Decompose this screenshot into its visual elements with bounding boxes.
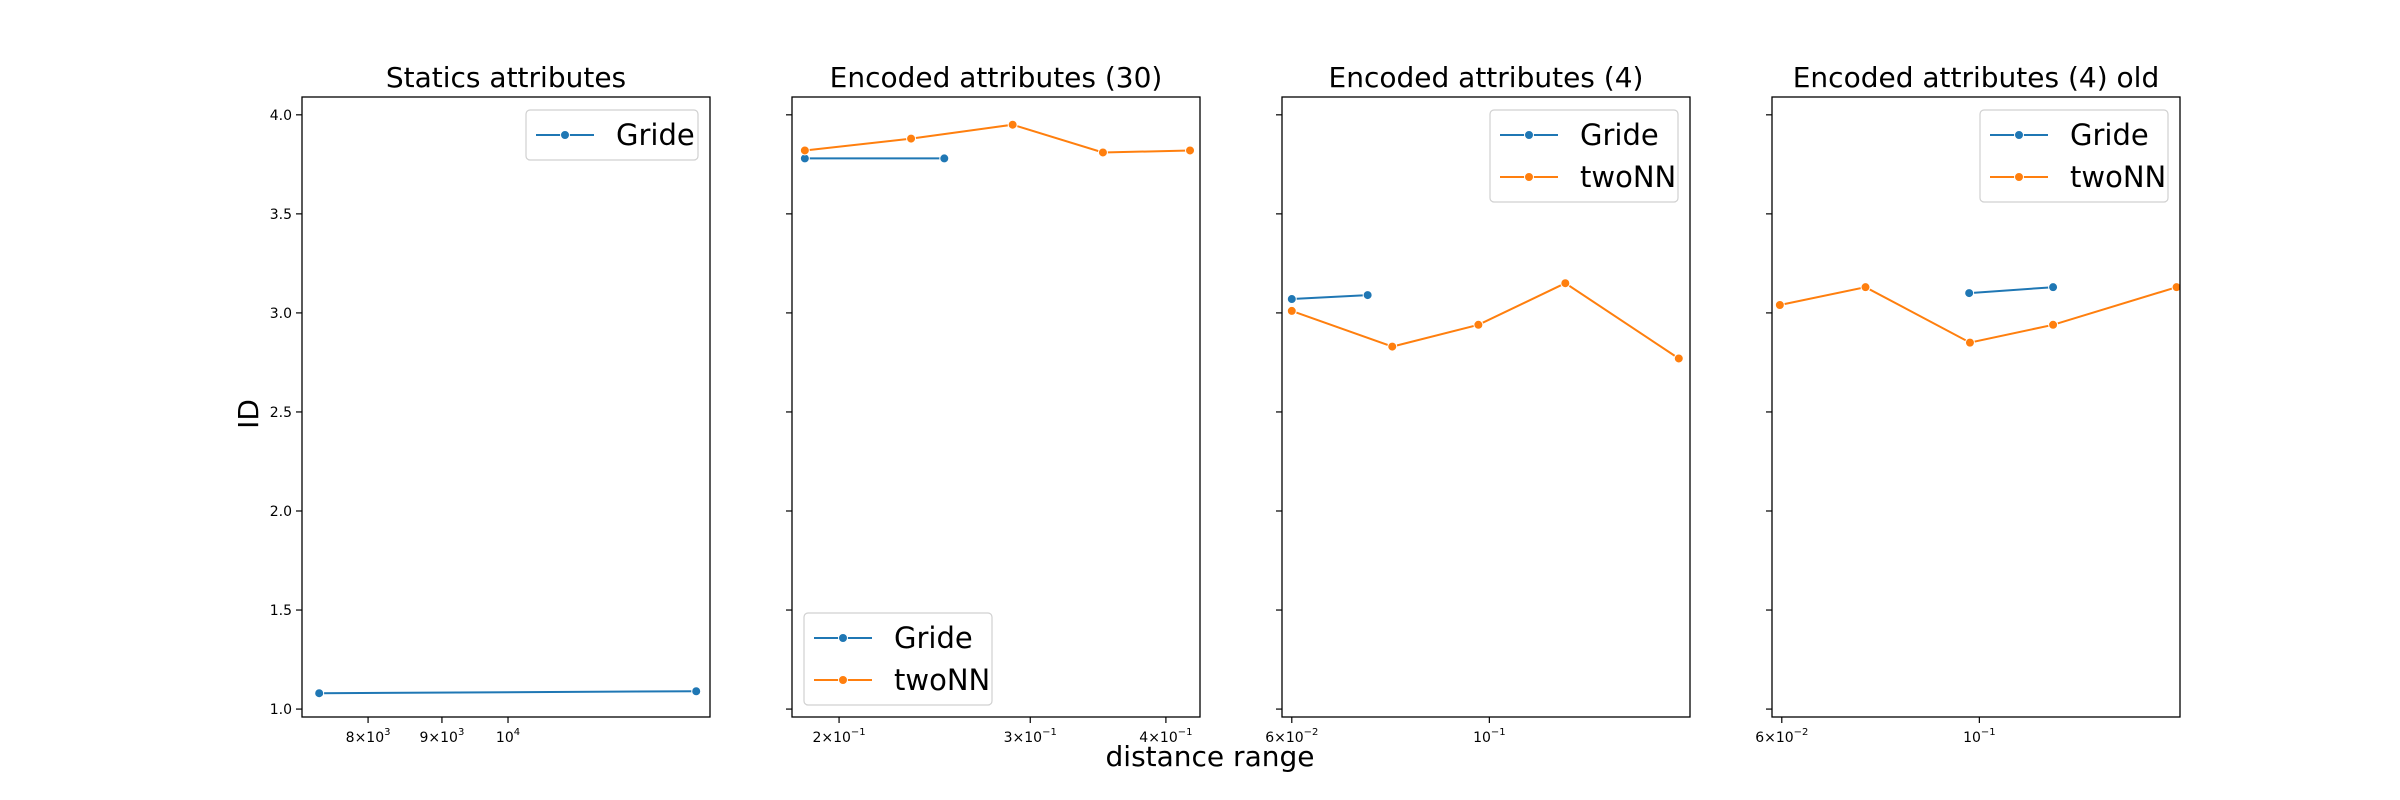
- data-point-twoNN: [1007, 119, 1018, 130]
- panel-title: Encoded attributes (4): [1329, 61, 1644, 94]
- x-tick-label: 6×10−2: [1755, 727, 1808, 746]
- axes-frame: [301, 96, 711, 718]
- data-point-twoNN: [906, 133, 917, 144]
- y-tick-label: 2.5: [270, 405, 292, 421]
- legend: Gride twoNN: [1489, 109, 1679, 203]
- figure-ylabel: ID: [232, 399, 265, 429]
- x-tick-label: 9×103: [420, 727, 465, 746]
- legend-box: [803, 612, 993, 706]
- legend: Gride twoNN: [1979, 109, 2169, 203]
- legend-marker-twoNN: [2014, 172, 2024, 182]
- y-tick-label: 4.0: [270, 108, 292, 124]
- legend: Gride twoNN: [803, 612, 993, 706]
- legend-box: [525, 109, 699, 161]
- series-line-Gride: [1969, 286, 2054, 295]
- legend-marker-Gride: [838, 633, 848, 643]
- y-tick-label: 3.5: [270, 207, 292, 223]
- y-tick-label: 3.0: [270, 306, 292, 322]
- legend: Gride: [525, 109, 699, 161]
- legend-label-twoNN: twoNN: [1580, 160, 1676, 194]
- legend-marker-Gride: [560, 130, 570, 140]
- x-tick-label: 3×10−1: [1004, 727, 1057, 746]
- x-tick-label: 10−1: [1473, 727, 1506, 746]
- data-point-twoNN: [1560, 278, 1571, 289]
- legend-label-Gride: Gride: [894, 621, 973, 655]
- axes-frame: [1281, 96, 1691, 718]
- panels: Statics attributes 1.0 1.5 2.0 2.5 3.0 3.5 4.0 8…: [270, 61, 2182, 746]
- data-point-twoNN: [2171, 282, 2182, 293]
- x-tick-label: 4×10−1: [1139, 727, 1192, 746]
- axes-frame: [1771, 96, 2181, 718]
- legend-marker-twoNN: [838, 675, 848, 685]
- y-tick-label: 1.5: [270, 603, 292, 619]
- legend-box: [1979, 109, 2169, 203]
- data-point-Gride: [314, 688, 325, 699]
- data-point-Gride: [691, 686, 702, 697]
- data-point-twoNN: [1387, 341, 1398, 352]
- series-line-Gride: [1291, 294, 1368, 300]
- data-point-twoNN: [1473, 319, 1484, 330]
- data-point-twoNN: [1860, 282, 1871, 293]
- data-point-Gride: [1286, 294, 1297, 305]
- legend-marker-Gride: [1524, 130, 1534, 140]
- figure-xlabel: distance range: [1106, 740, 1315, 773]
- series-line-Gride: [319, 690, 697, 695]
- x-tick-label: 6×10−2: [1265, 727, 1318, 746]
- x-tick-label: 8×103: [346, 727, 391, 746]
- y-tick-label: 1.0: [270, 702, 292, 718]
- y-tick-label: 2.0: [270, 504, 292, 520]
- legend-marker-twoNN: [1524, 172, 1534, 182]
- data-point-twoNN: [1673, 353, 1684, 364]
- panel-1: Statics attributes 1.0 1.5 2.0 2.5 3.0 3.5 4.0 8…: [270, 61, 711, 746]
- legend-label-twoNN: twoNN: [2070, 160, 2166, 194]
- legend-label-Gride: Gride: [2070, 118, 2149, 152]
- legend-box: [1489, 109, 1679, 203]
- data-point-twoNN: [1097, 147, 1108, 158]
- legend-marker-Gride: [2014, 130, 2024, 140]
- legend-label-twoNN: twoNN: [894, 663, 990, 697]
- panel-title: Statics attributes: [386, 61, 626, 94]
- panel-4: Encoded attributes (4) old 6×10−2 10−1 Grid…: [1755, 61, 2182, 746]
- legend-label-Gride: Gride: [616, 118, 695, 152]
- data-point-Gride: [2048, 282, 2059, 293]
- axes-frame: [791, 96, 1201, 718]
- x-tick-label: 10−1: [1963, 727, 1996, 746]
- data-point-twoNN: [1964, 337, 1975, 348]
- legend-label-Gride: Gride: [1580, 118, 1659, 152]
- panel-title: Encoded attributes (30): [830, 61, 1163, 94]
- data-point-twoNN: [1286, 305, 1297, 316]
- data-point-Gride: [939, 153, 950, 164]
- data-point-twoNN: [1774, 299, 1785, 310]
- data-point-twoNN: [1185, 145, 1196, 156]
- data-point-Gride: [1964, 288, 1975, 299]
- data-point-twoNN: [2048, 319, 2059, 330]
- panel-2: Encoded attributes (30) 2×10−1 3×10−1 4×10−…: [786, 61, 1201, 746]
- panel-title: Encoded attributes (4) old: [1793, 61, 2160, 94]
- panel-3: Encoded attributes (4) 6×10−2 10−1 Gride two…: [1265, 61, 1691, 746]
- data-point-Gride: [1362, 290, 1373, 301]
- x-tick-label: 2×10−1: [812, 727, 865, 746]
- x-tick-label: 104: [496, 727, 520, 746]
- data-point-twoNN: [799, 145, 810, 156]
